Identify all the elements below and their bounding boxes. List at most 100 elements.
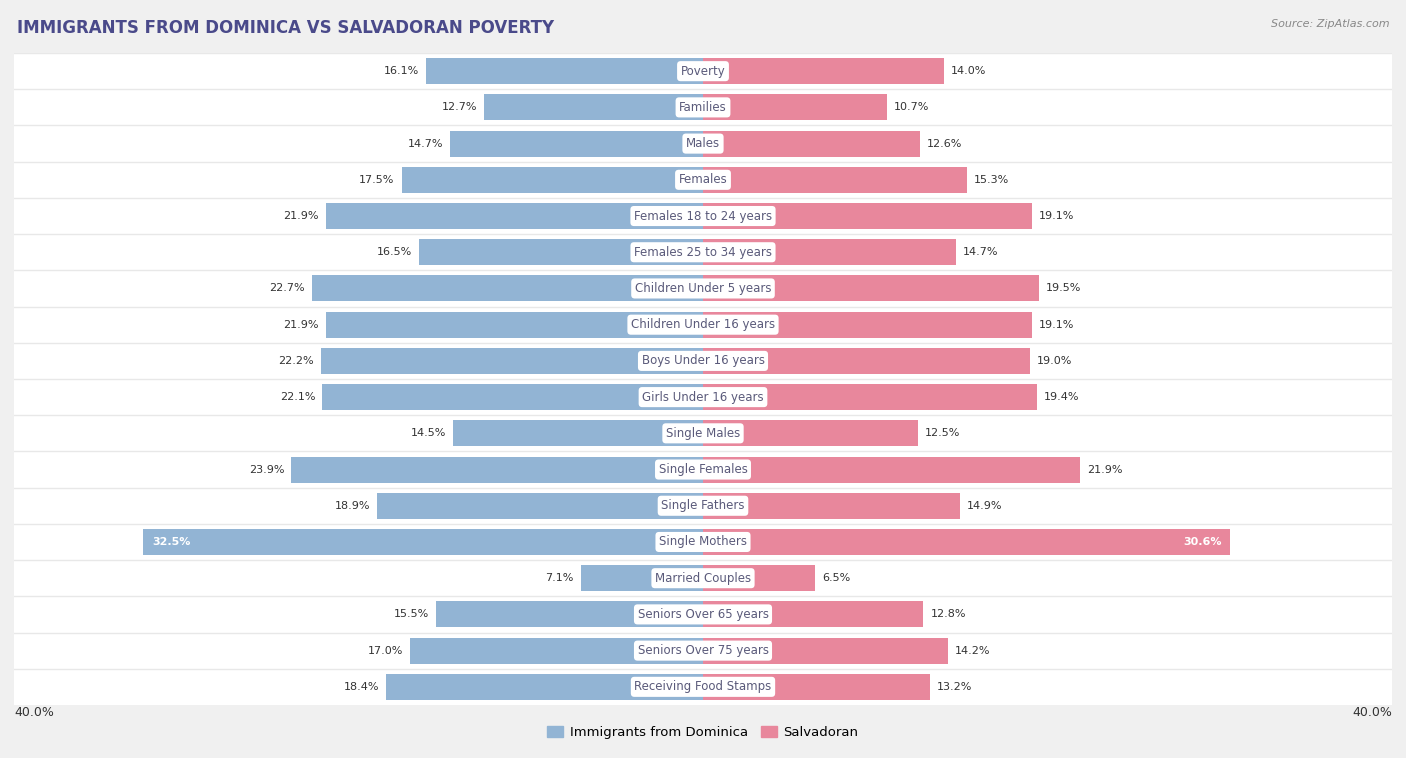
Text: 21.9%: 21.9% — [284, 211, 319, 221]
Bar — [703, 493, 960, 518]
Text: 12.7%: 12.7% — [441, 102, 478, 112]
Text: 15.5%: 15.5% — [394, 609, 429, 619]
Text: 14.2%: 14.2% — [955, 646, 990, 656]
Bar — [321, 348, 703, 374]
Bar — [581, 565, 703, 591]
Text: Poverty: Poverty — [681, 64, 725, 77]
Text: 22.1%: 22.1% — [280, 392, 315, 402]
Text: Boys Under 16 years: Boys Under 16 years — [641, 355, 765, 368]
Text: 14.9%: 14.9% — [966, 501, 1002, 511]
Text: 21.9%: 21.9% — [1087, 465, 1122, 475]
Bar — [436, 601, 703, 628]
Bar — [14, 669, 1392, 705]
Text: 19.5%: 19.5% — [1046, 283, 1081, 293]
Text: IMMIGRANTS FROM DOMINICA VS SALVADORAN POVERTY: IMMIGRANTS FROM DOMINICA VS SALVADORAN P… — [17, 19, 554, 37]
Text: 10.7%: 10.7% — [894, 102, 929, 112]
Text: 12.6%: 12.6% — [927, 139, 962, 149]
Text: Receiving Food Stamps: Receiving Food Stamps — [634, 681, 772, 694]
Text: 23.9%: 23.9% — [249, 465, 284, 475]
Legend: Immigrants from Dominica, Salvadoran: Immigrants from Dominica, Salvadoran — [543, 720, 863, 744]
Bar — [14, 271, 1392, 306]
Text: 19.1%: 19.1% — [1039, 211, 1074, 221]
Text: 19.4%: 19.4% — [1045, 392, 1080, 402]
Text: Females 18 to 24 years: Females 18 to 24 years — [634, 209, 772, 223]
Bar — [426, 58, 703, 84]
Text: 17.0%: 17.0% — [368, 646, 404, 656]
Bar — [703, 130, 920, 157]
Text: 16.1%: 16.1% — [384, 66, 419, 76]
Bar — [326, 312, 703, 338]
Bar — [14, 306, 1392, 343]
Text: 14.7%: 14.7% — [408, 139, 443, 149]
Bar — [703, 384, 1038, 410]
Bar — [14, 524, 1392, 560]
Bar — [453, 420, 703, 446]
Text: Females: Females — [679, 174, 727, 186]
Bar — [703, 565, 815, 591]
Bar — [703, 348, 1031, 374]
Bar — [14, 89, 1392, 126]
Text: 6.5%: 6.5% — [823, 573, 851, 583]
Bar — [291, 456, 703, 483]
Bar — [703, 240, 956, 265]
Bar — [450, 130, 703, 157]
Text: Seniors Over 75 years: Seniors Over 75 years — [637, 644, 769, 657]
Bar — [703, 529, 1230, 555]
Bar — [143, 529, 703, 555]
Bar — [14, 234, 1392, 271]
Text: 12.5%: 12.5% — [925, 428, 960, 438]
Bar — [14, 597, 1392, 632]
Bar — [419, 240, 703, 265]
Text: 14.7%: 14.7% — [963, 247, 998, 257]
Text: Single Mothers: Single Mothers — [659, 535, 747, 549]
Bar — [14, 487, 1392, 524]
Bar — [703, 203, 1032, 229]
Bar — [322, 384, 703, 410]
Bar — [14, 452, 1392, 487]
Text: Females 25 to 34 years: Females 25 to 34 years — [634, 246, 772, 258]
Bar — [377, 493, 703, 518]
Text: 14.0%: 14.0% — [950, 66, 987, 76]
Text: Seniors Over 65 years: Seniors Over 65 years — [637, 608, 769, 621]
Bar — [703, 674, 931, 700]
Text: 22.2%: 22.2% — [278, 356, 314, 366]
Text: Families: Families — [679, 101, 727, 114]
Bar — [703, 94, 887, 121]
Bar — [14, 198, 1392, 234]
Bar — [703, 601, 924, 628]
Bar — [703, 58, 945, 84]
Text: 17.5%: 17.5% — [360, 175, 395, 185]
Text: 14.5%: 14.5% — [411, 428, 446, 438]
Text: 40.0%: 40.0% — [1353, 706, 1392, 719]
Text: Children Under 5 years: Children Under 5 years — [634, 282, 772, 295]
Text: Single Males: Single Males — [666, 427, 740, 440]
Text: 22.7%: 22.7% — [270, 283, 305, 293]
Bar — [14, 632, 1392, 669]
Bar — [411, 637, 703, 664]
Bar — [703, 312, 1032, 338]
Text: Married Couples: Married Couples — [655, 572, 751, 584]
Text: 40.0%: 40.0% — [14, 706, 53, 719]
Text: Children Under 16 years: Children Under 16 years — [631, 318, 775, 331]
Text: Source: ZipAtlas.com: Source: ZipAtlas.com — [1271, 19, 1389, 29]
Bar — [14, 415, 1392, 452]
Bar — [14, 343, 1392, 379]
Text: 32.5%: 32.5% — [152, 537, 190, 547]
Bar — [14, 379, 1392, 415]
Text: 15.3%: 15.3% — [973, 175, 1008, 185]
Text: Single Fathers: Single Fathers — [661, 500, 745, 512]
Text: Males: Males — [686, 137, 720, 150]
Bar — [312, 275, 703, 302]
Text: 19.0%: 19.0% — [1038, 356, 1073, 366]
Text: 21.9%: 21.9% — [284, 320, 319, 330]
Text: 16.5%: 16.5% — [377, 247, 412, 257]
Bar — [14, 53, 1392, 89]
Bar — [703, 637, 948, 664]
Bar — [326, 203, 703, 229]
Bar — [402, 167, 703, 193]
Bar — [703, 275, 1039, 302]
Bar — [484, 94, 703, 121]
Bar — [14, 126, 1392, 161]
Text: 13.2%: 13.2% — [938, 682, 973, 692]
Text: 18.9%: 18.9% — [335, 501, 371, 511]
